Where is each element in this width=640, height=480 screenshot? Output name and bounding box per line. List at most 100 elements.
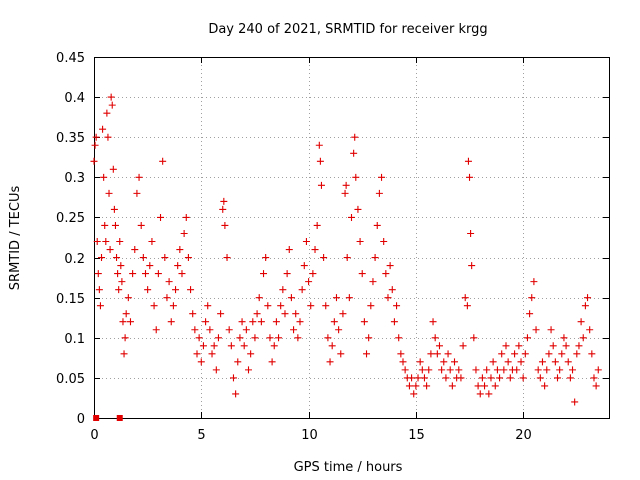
data-point <box>281 310 289 318</box>
data-point <box>189 310 197 318</box>
data-point <box>345 294 353 302</box>
data-point <box>390 318 398 326</box>
data-point <box>236 334 244 342</box>
data-point <box>442 374 450 382</box>
data-point <box>120 350 128 358</box>
data-point <box>221 221 229 229</box>
data-point <box>592 382 600 390</box>
data-point <box>220 197 228 205</box>
data-point <box>204 302 212 310</box>
x-tick-label: 15 <box>408 428 425 443</box>
y-tick-label: 0 <box>77 412 85 427</box>
data-point <box>384 294 392 302</box>
data-point <box>199 342 207 350</box>
plot-frame <box>94 57 610 419</box>
data-point <box>429 318 437 326</box>
data-point <box>148 238 156 246</box>
data-point <box>467 229 475 237</box>
data-point <box>144 286 152 294</box>
data-point <box>161 254 169 262</box>
data-point <box>118 278 126 286</box>
data-point <box>159 157 167 165</box>
data-point <box>219 205 227 213</box>
data-point <box>556 366 564 374</box>
y-tick-label: 0.15 <box>56 292 85 307</box>
y-tick-label: 0.25 <box>56 211 85 226</box>
axes: 0 0.05 0.1 0.15 0.2 0.25 0.3 0.35 0.4 0.45 0 5 10 15 2… <box>56 51 610 443</box>
data-point <box>101 221 109 229</box>
y-tick-label: 0.1 <box>64 332 85 347</box>
data-point <box>98 254 106 262</box>
data-point <box>431 334 439 342</box>
data-point <box>356 238 364 246</box>
data-point <box>569 366 577 374</box>
data-point <box>253 310 261 318</box>
data-point <box>373 221 381 229</box>
data-point <box>245 366 252 374</box>
y-tick-label: 0.05 <box>56 372 85 387</box>
data-point <box>102 238 110 246</box>
data-point <box>105 189 113 197</box>
data-point <box>169 302 177 310</box>
data-point <box>541 382 549 390</box>
data-point <box>122 310 130 318</box>
data-point <box>223 254 231 262</box>
data-point <box>493 366 501 374</box>
data-point <box>481 382 489 390</box>
data-point <box>262 254 270 262</box>
data-point <box>264 302 272 310</box>
data-point <box>590 374 598 382</box>
data-point <box>90 157 98 165</box>
data-point <box>242 326 250 334</box>
data-point <box>371 254 379 262</box>
data-point <box>174 262 182 270</box>
data-point <box>523 334 531 342</box>
data-point <box>483 366 491 374</box>
data-point <box>142 270 149 278</box>
data-point <box>247 350 255 358</box>
data-point <box>328 342 336 350</box>
data-point <box>150 302 158 310</box>
data-point <box>290 326 298 334</box>
data-point <box>343 254 351 262</box>
data-point <box>266 334 274 342</box>
data-point <box>526 310 534 318</box>
chart-title: Day 240 of 2021, SRMTID for receiver krg… <box>208 22 487 37</box>
data-point <box>279 286 287 294</box>
data-point <box>324 334 332 342</box>
data-point <box>549 342 557 350</box>
data-point <box>500 366 508 374</box>
data-point <box>133 189 141 197</box>
data-point <box>315 141 323 149</box>
data-point <box>131 246 139 254</box>
data-point <box>287 294 295 302</box>
data-point <box>378 173 386 181</box>
data-point <box>375 189 383 197</box>
data-point <box>305 278 313 286</box>
data-point <box>459 342 467 350</box>
data-point <box>416 358 424 366</box>
data-point <box>455 366 463 374</box>
data-point <box>337 350 345 358</box>
data-point <box>461 294 469 302</box>
data-point <box>191 326 199 334</box>
data-point <box>579 334 587 342</box>
data-point <box>446 366 454 374</box>
data-point <box>369 278 377 286</box>
data-point <box>111 221 119 229</box>
data-point <box>474 382 482 390</box>
data-point <box>238 318 246 326</box>
data-point <box>478 374 486 382</box>
data-point <box>126 318 134 326</box>
data-point <box>93 238 101 246</box>
data-point <box>99 125 107 133</box>
data-point <box>117 262 125 270</box>
data-point <box>113 254 121 262</box>
data-point <box>466 173 474 181</box>
y-tick-label: 0.35 <box>56 131 85 146</box>
y-tick-label: 0.4 <box>64 91 85 106</box>
data-point <box>292 310 300 318</box>
data-point <box>272 318 280 326</box>
data-point <box>277 302 285 310</box>
data-point <box>358 270 366 278</box>
